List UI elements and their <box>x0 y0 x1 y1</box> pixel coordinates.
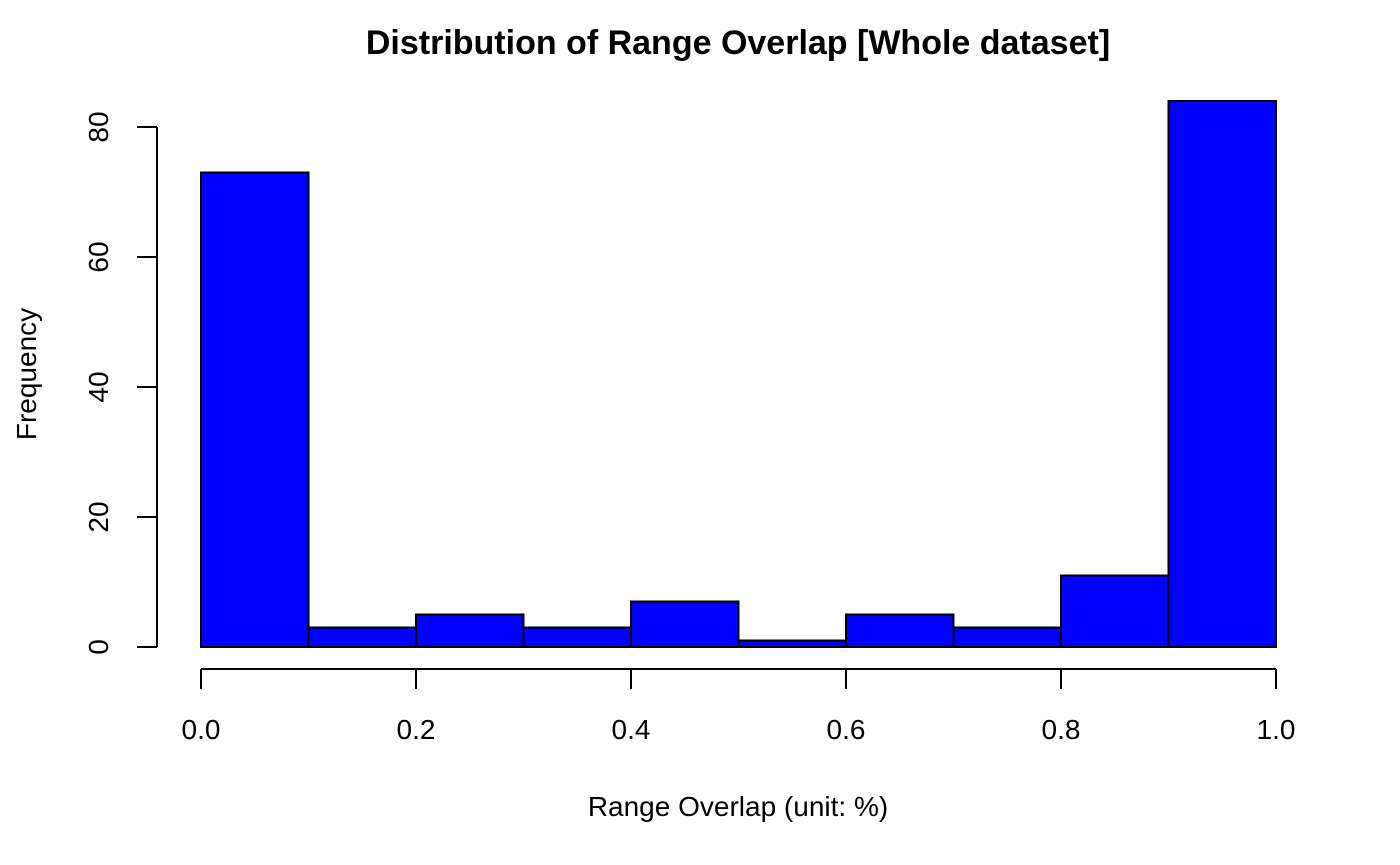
x-tick-label-4: 0.8 <box>1042 714 1081 745</box>
histogram-bar-6 <box>845 613 955 648</box>
x-tick-label-1: 0.2 <box>397 714 436 745</box>
y-axis-label: Frequency <box>11 308 42 440</box>
histogram-bar-4 <box>630 600 740 648</box>
histogram-bar-7 <box>952 626 1062 648</box>
y-tick-label-2: 40 <box>83 371 114 402</box>
chart-title: Distribution of Range Overlap [Whole dat… <box>366 24 1110 62</box>
bars-group <box>200 100 1277 648</box>
x-axis-label: Range Overlap (unit: %) <box>588 791 888 822</box>
x-axis: 0.0 0.2 0.4 0.6 0.8 1.0 <box>182 668 1296 745</box>
x-tick-label-5: 1.0 <box>1257 714 1296 745</box>
histogram-bar-1 <box>307 626 417 648</box>
histogram-bar-8 <box>1060 574 1170 648</box>
histogram-bar-0 <box>200 171 310 648</box>
y-tick-label-3: 60 <box>83 241 114 272</box>
x-tick-label-2: 0.4 <box>612 714 651 745</box>
histogram-bar-5 <box>737 639 847 648</box>
x-tick-label-3: 0.6 <box>827 714 866 745</box>
y-axis: 0 20 40 60 80 <box>83 111 158 655</box>
y-tick-label-0: 0 <box>83 639 114 655</box>
histogram-bar-3 <box>522 626 632 648</box>
histogram-bar-2 <box>415 613 525 648</box>
histogram-bar-9 <box>1167 100 1277 648</box>
y-tick-label-1: 20 <box>83 501 114 532</box>
y-tick-label-4: 80 <box>83 111 114 142</box>
x-tick-label-0: 0.0 <box>182 714 221 745</box>
